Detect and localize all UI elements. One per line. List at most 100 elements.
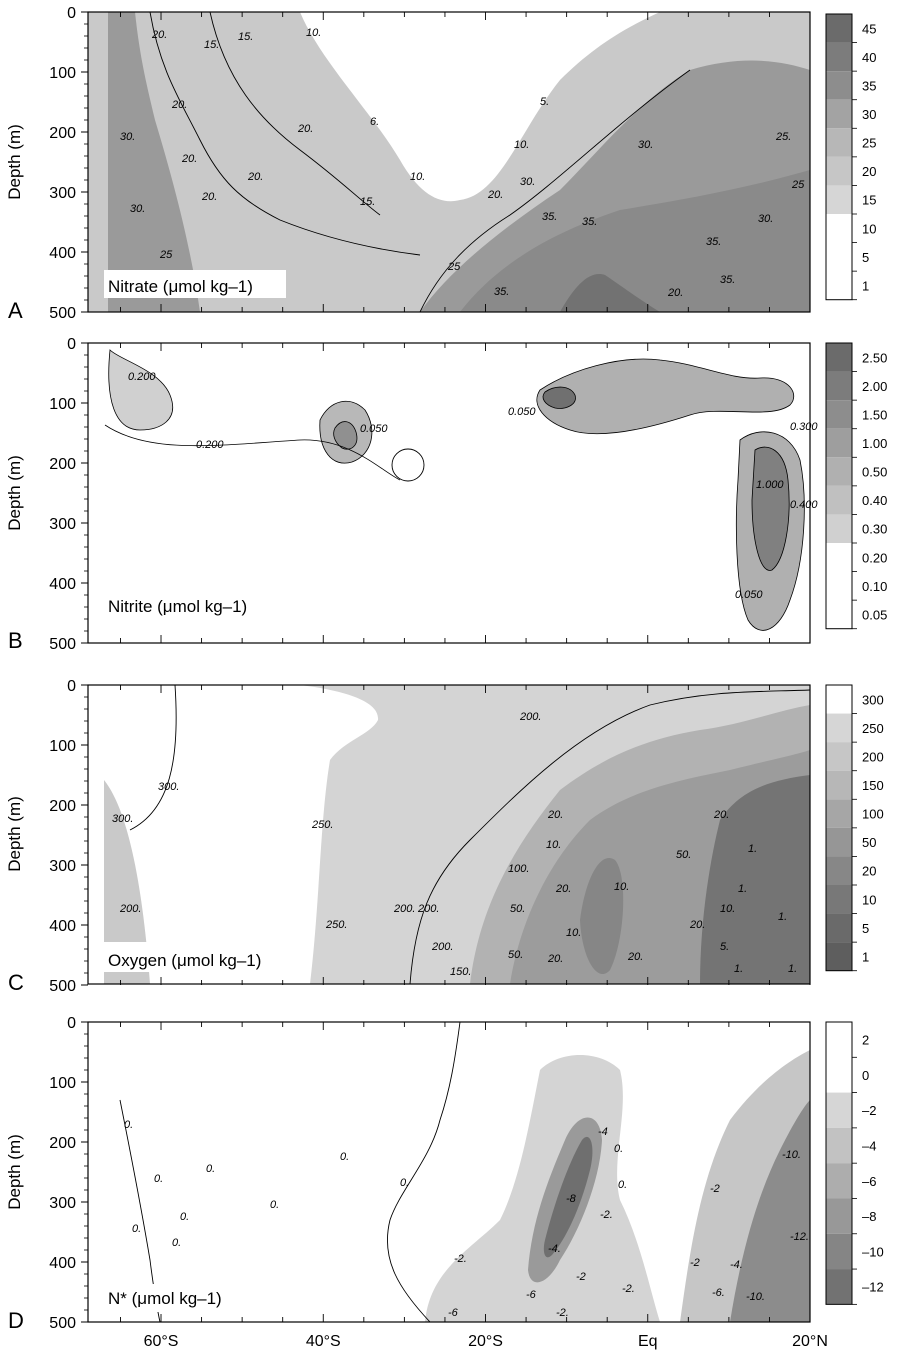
panel-d-ylabel: Depth (m): [5, 1134, 24, 1210]
contour-label: 1.000: [756, 479, 784, 491]
panel-d-legend: 2 0 –2 –4 –6 –8 –10 –12: [825, 1021, 884, 1305]
panel-d-contour-labels: 0. 0. 0. 0. 0. 0. 0. 0. 0. 0. 0. -4 -8 -…: [124, 1119, 809, 1319]
nstar-north-deep: [730, 1100, 810, 1322]
legend-label: 2.50: [862, 350, 887, 365]
nitrite-ring: [391, 448, 425, 482]
panel-a-x-ticks: [119, 12, 811, 312]
legend-swatch: [826, 543, 852, 572]
contour-label: -12.: [790, 1231, 809, 1243]
legend-label: 0.10: [862, 579, 887, 594]
legend-swatch: [826, 1092, 852, 1128]
panel-c-letter: C: [8, 970, 24, 995]
contour-label: 150.: [450, 966, 471, 978]
contour-label: 200.: [519, 711, 541, 723]
legend-swatch: [826, 600, 852, 629]
legend-label: –12: [862, 1280, 884, 1295]
panel-a-ylabel: Depth (m): [5, 124, 24, 200]
contour-label: 30.: [120, 131, 135, 143]
y-tick-label: 0: [67, 336, 76, 353]
legend-label: 40: [862, 50, 876, 65]
contour-label: 0.050: [735, 589, 763, 601]
legend-label: 5: [862, 921, 869, 936]
contour-label: 1.: [734, 963, 743, 975]
legend-swatch: [826, 242, 852, 272]
nstar-contour-0: [386, 1022, 461, 1322]
nstar-minus2-region: [425, 1055, 660, 1322]
nitrate-deep-35: [460, 170, 810, 312]
nitrate-core-40: [560, 274, 660, 312]
oxygen-southern-250: [104, 780, 150, 984]
y-tick-label: 400: [49, 918, 76, 935]
legend-swatch: [826, 71, 852, 100]
oxygen-omz-core: [700, 775, 810, 984]
legend-label: –10: [862, 1244, 884, 1259]
contour-label: 10.: [614, 881, 629, 893]
contour-label: 10.: [514, 139, 529, 151]
nitrite-contour-005: [104, 424, 401, 481]
contour-label: -6.: [712, 1287, 725, 1299]
contour-label: 15.: [204, 39, 219, 51]
legend-label: 0.50: [862, 465, 887, 480]
legend-swatch: [826, 713, 852, 743]
contour-label: 0.: [154, 1173, 163, 1185]
contour-label: 30.: [758, 213, 773, 225]
legend-swatch: [826, 685, 852, 714]
y-tick-label: 100: [49, 738, 76, 755]
contour-label: 0.: [270, 1199, 279, 1211]
panel-a-fills: [88, 12, 810, 312]
y-tick-label: 300: [49, 858, 76, 875]
legend-label: 1.00: [862, 436, 887, 451]
y-tick-label: 500: [49, 978, 76, 995]
panel-b-x-ticks: [119, 343, 811, 643]
contour-label: 10.: [720, 903, 735, 915]
contour-label: -2: [710, 1183, 720, 1195]
legend-swatch: [826, 856, 852, 885]
legend-label: 50: [862, 835, 876, 850]
legend-swatch: [826, 214, 852, 243]
contour-label: -4.: [548, 1243, 561, 1255]
legend-label: 0.30: [862, 522, 887, 537]
panel-c-y-axis: 0 100 200 300 400 500: [49, 678, 88, 995]
legend-swatch: [826, 371, 852, 401]
contour-label: 20.: [487, 189, 503, 201]
contour-label: -2: [576, 1271, 586, 1283]
panel-d: 0. 0. 0. 0. 0. 0. 0. 0. 0. 0. 0. -4 -8 -…: [5, 1015, 884, 1350]
contour-label: 0.050: [360, 423, 388, 435]
legend-label: 35: [862, 78, 876, 93]
y-tick-label: 200: [49, 456, 76, 473]
y-tick-label: 400: [49, 245, 76, 262]
legend-label: –2: [862, 1103, 876, 1118]
legend-swatch: [826, 485, 852, 515]
contour-label: 35.: [494, 286, 509, 298]
legend-label: –6: [862, 1174, 876, 1189]
contour-label: -10.: [782, 1149, 801, 1161]
contour-label: 200.: [417, 903, 439, 915]
contour-label: 5.: [540, 96, 549, 108]
panel-b-title: Nitrite (μmol kg–1): [108, 597, 247, 616]
contour-label: 10.: [546, 839, 561, 851]
contour-label: 0.400: [790, 499, 818, 511]
contour-label: 250.: [325, 919, 347, 931]
nitrate-contour-25: [419, 69, 691, 312]
panel-b-letter: B: [8, 628, 23, 653]
nitrite-southern-patch: [108, 349, 173, 431]
legend-swatch: [826, 1127, 852, 1164]
contour-label: 0.: [618, 1179, 627, 1191]
legend-label: 15: [862, 193, 876, 208]
legend-swatch: [826, 42, 852, 72]
contour-label: 20.: [547, 953, 563, 965]
legend-label: 0: [862, 1068, 869, 1083]
nitrate-surface-low: [300, 12, 660, 202]
contour-label: 0.: [180, 1211, 189, 1223]
x-tick-label: 20°S: [468, 1333, 503, 1350]
legend-swatch: [826, 1233, 852, 1270]
contour-label: 1.: [738, 883, 747, 895]
oxygen-contour-300: [129, 685, 177, 831]
y-tick-label: 200: [49, 1135, 76, 1152]
contour-label: 20.: [181, 153, 197, 165]
legend-swatch: [826, 913, 852, 943]
legend-swatch: [826, 1057, 852, 1093]
contour-label: 35.: [720, 274, 735, 286]
contour-label: 20.: [555, 883, 571, 895]
